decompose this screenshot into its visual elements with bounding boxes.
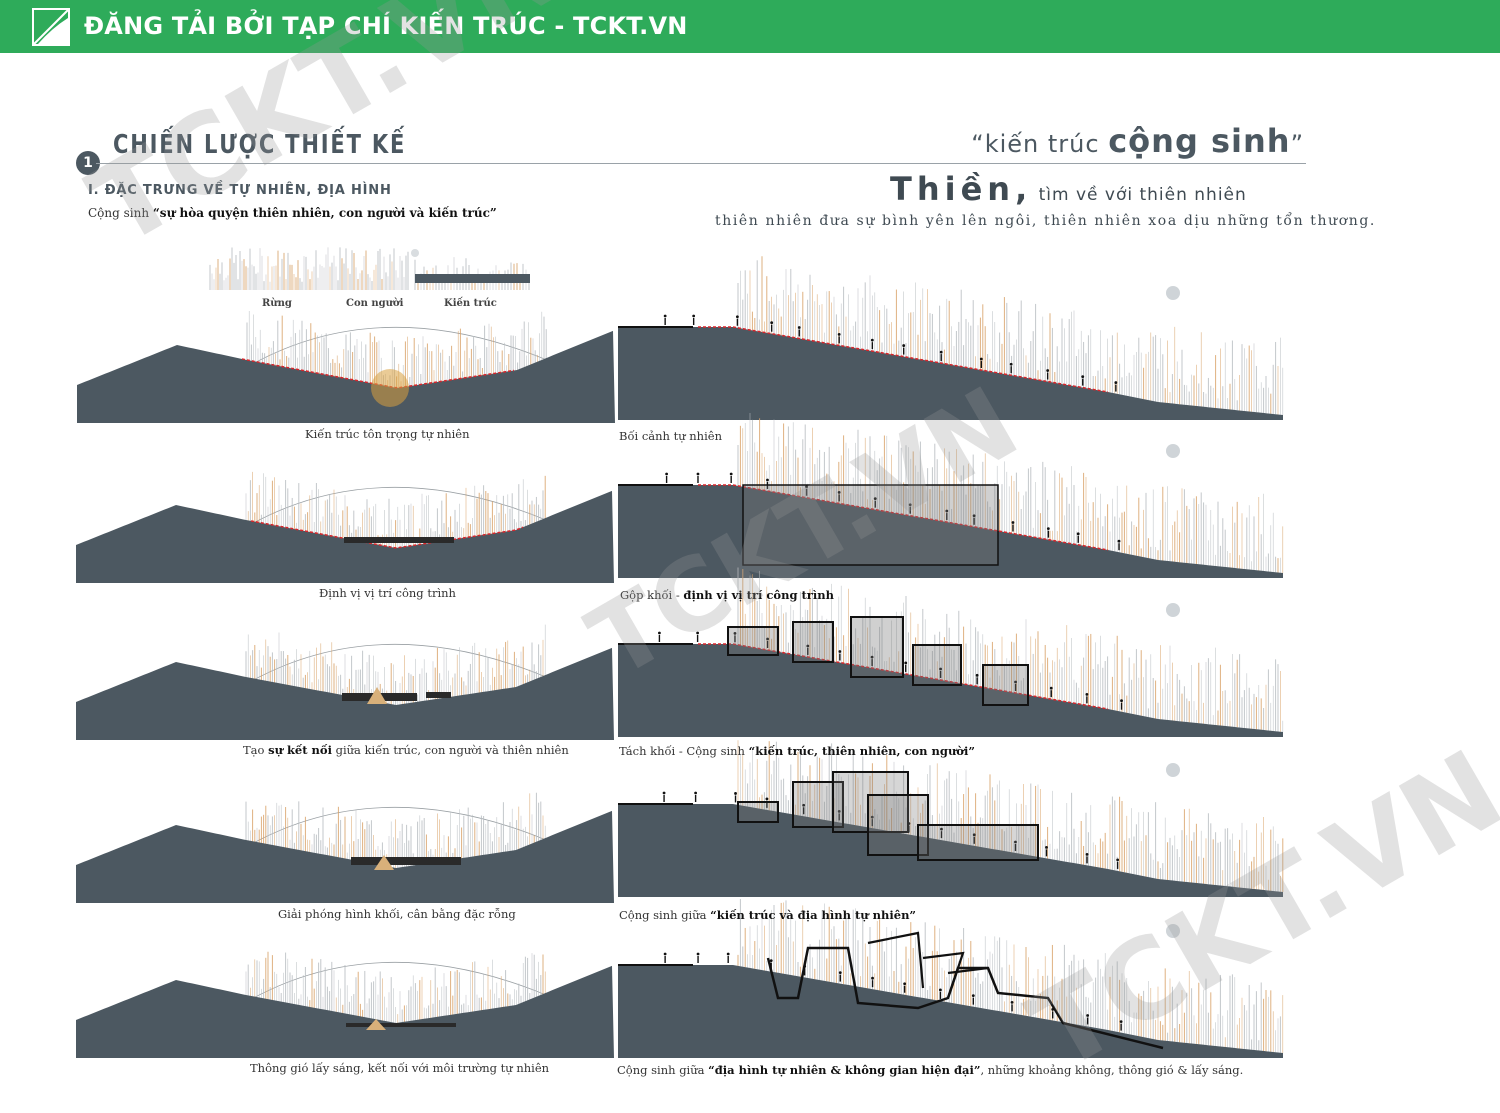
right-section-5 bbox=[618, 899, 1284, 1058]
section-title: CHIẾN LƯỢC THIẾT KẾ bbox=[113, 130, 407, 160]
right-section-3 bbox=[618, 567, 1284, 737]
right-caption-4: Cộng sinh giữa “kiến trúc và địa hình tự… bbox=[619, 908, 917, 922]
left-caption-4: Giải phóng hình khối, cân bằng đặc rỗng bbox=[278, 907, 516, 921]
right-section-1 bbox=[618, 256, 1284, 420]
header-divider bbox=[96, 163, 1306, 164]
left-section-2 bbox=[76, 471, 614, 583]
left-section-3 bbox=[76, 624, 614, 740]
terrain bbox=[76, 490, 614, 583]
right-caption-3: Tách khối - Cộng sinh “kiến trúc, thiên … bbox=[619, 744, 975, 758]
terrain bbox=[76, 647, 614, 740]
left-section-5 bbox=[76, 951, 614, 1058]
quote-close: ” bbox=[1290, 130, 1304, 158]
right-section-2 bbox=[618, 412, 1284, 578]
left-caption-2: Định vị vị trí công trình bbox=[319, 586, 456, 600]
left-section-4 bbox=[76, 792, 614, 903]
left-heading-title: I. ĐẶC TRƯNG VỀ TỰ NHIÊN, ĐỊA HÌNH bbox=[88, 183, 392, 198]
banner-text: ĐĂNG TẢI BỞI TẠP CHÍ KIẾN TRÚC - TCKT.VN bbox=[84, 12, 688, 40]
quote-heading: “kiến trúc cộng sinh” bbox=[971, 122, 1304, 160]
right-heading-subtitle: thiên nhiên đưa sự bình yên lên ngôi, th… bbox=[715, 213, 1376, 229]
legend-strip bbox=[209, 247, 530, 290]
legend-people: Con người bbox=[346, 298, 404, 309]
terrain bbox=[618, 644, 1283, 737]
right-heading-bold: Thiền, bbox=[890, 170, 1033, 208]
terrain bbox=[618, 327, 1283, 420]
right-section-4 bbox=[618, 740, 1284, 897]
left-section-1 bbox=[77, 310, 615, 423]
right-caption-2: Gộp khối - định vị vị trí công trình bbox=[620, 588, 834, 602]
terrain bbox=[77, 330, 615, 423]
desc-prefix: Cộng sinh bbox=[88, 206, 153, 220]
right-caption-5: Cộng sinh giữa “địa hình tự nhiên & khôn… bbox=[617, 1063, 1244, 1077]
terrain bbox=[618, 804, 1283, 897]
quote-bold: cộng sinh bbox=[1108, 122, 1291, 160]
terrain bbox=[76, 810, 614, 903]
desc-bold: “sự hòa quyện thiên nhiên, con người và … bbox=[152, 206, 497, 220]
left-heading-desc: Cộng sinh “sự hòa quyện thiên nhiên, con… bbox=[88, 206, 497, 220]
terrain bbox=[618, 965, 1283, 1058]
right-heading-light: tìm về với thiên nhiên bbox=[1032, 185, 1247, 205]
legend-architecture: Kiến trúc bbox=[444, 298, 497, 309]
legend-forest: Rừng bbox=[262, 298, 292, 309]
right-heading: Thiền, tìm về với thiên nhiên bbox=[890, 170, 1247, 208]
left-caption-3: Tạo sự kết nối giữa kiến trúc, con người… bbox=[243, 743, 569, 757]
terrain bbox=[618, 485, 1283, 578]
terrain bbox=[76, 965, 614, 1058]
left-caption-5: Thông gió lấy sáng, kết nối với môi trườ… bbox=[250, 1061, 550, 1075]
left-caption-1: Kiến trúc tôn trọng tự nhiên bbox=[305, 427, 470, 441]
right-caption-1: Bối cảnh tự nhiên bbox=[619, 429, 722, 443]
tckt-logo-icon bbox=[32, 8, 70, 46]
quote-light: “kiến trúc bbox=[971, 130, 1109, 158]
top-banner: ĐĂNG TẢI BỞI TẠP CHÍ KIẾN TRÚC - TCKT.VN bbox=[0, 0, 1500, 53]
